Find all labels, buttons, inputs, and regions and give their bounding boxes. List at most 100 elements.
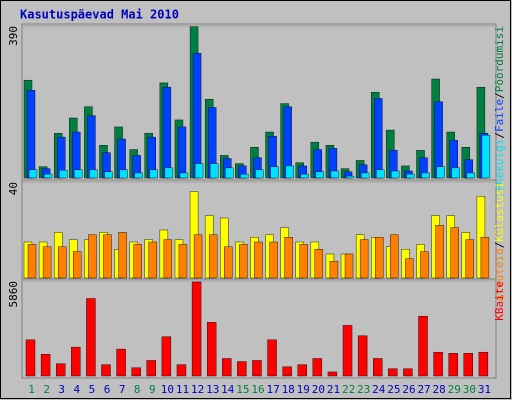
bar bbox=[359, 239, 369, 279]
bar bbox=[436, 166, 445, 179]
bar bbox=[57, 246, 67, 279]
bar bbox=[134, 172, 143, 179]
x-tick-label: 30 bbox=[463, 383, 476, 396]
bar bbox=[209, 163, 219, 179]
x-tick-label: 9 bbox=[149, 383, 156, 396]
bar bbox=[25, 339, 36, 377]
x-tick-label: 4 bbox=[74, 383, 81, 396]
bar bbox=[374, 98, 383, 179]
bar bbox=[478, 351, 489, 377]
bar bbox=[116, 348, 126, 377]
bar bbox=[345, 175, 355, 179]
bar bbox=[133, 244, 142, 279]
bar bbox=[327, 371, 338, 377]
x-tick-label: 8 bbox=[134, 383, 141, 396]
bar bbox=[55, 363, 66, 377]
x-tick-label: 14 bbox=[221, 383, 235, 396]
bar bbox=[103, 234, 112, 279]
chart-title: Kasutuspäevad Mai 2010 bbox=[20, 8, 179, 22]
bar bbox=[270, 166, 279, 179]
bar bbox=[282, 366, 292, 377]
bar bbox=[284, 236, 293, 279]
bar bbox=[164, 167, 174, 179]
bar bbox=[58, 170, 68, 179]
bar bbox=[162, 86, 172, 179]
bar bbox=[146, 360, 156, 377]
bar bbox=[131, 367, 141, 377]
bar bbox=[239, 244, 248, 279]
bar bbox=[240, 173, 249, 179]
bar bbox=[28, 169, 38, 179]
x-tick-label: 31 bbox=[478, 383, 491, 396]
x-tick-label: 7 bbox=[119, 383, 126, 396]
bar bbox=[225, 167, 234, 179]
bar bbox=[178, 244, 188, 279]
x-tick-label: 18 bbox=[282, 383, 295, 396]
legend-entry: Külastusi bbox=[493, 182, 506, 242]
bar bbox=[373, 358, 383, 377]
bar bbox=[299, 244, 308, 279]
bar bbox=[405, 258, 414, 279]
bar bbox=[267, 339, 277, 377]
bar bbox=[177, 126, 187, 179]
bar bbox=[252, 360, 262, 377]
bar bbox=[269, 241, 278, 279]
bar bbox=[481, 134, 491, 179]
x-tick-label: 17 bbox=[266, 383, 279, 396]
bar bbox=[206, 322, 217, 377]
x-tick-label: 12 bbox=[191, 383, 204, 396]
x-tick-label: 25 bbox=[387, 383, 400, 396]
legend-separator: / bbox=[493, 92, 506, 99]
bar bbox=[466, 172, 476, 179]
x-tick-label: 13 bbox=[206, 383, 219, 396]
bar bbox=[118, 232, 127, 279]
bar bbox=[179, 172, 189, 179]
x-tick-label: 6 bbox=[104, 383, 111, 396]
bar bbox=[237, 361, 247, 377]
bar bbox=[193, 234, 203, 279]
bar bbox=[433, 351, 443, 377]
bar bbox=[330, 170, 340, 179]
bar bbox=[403, 368, 413, 377]
x-tick-label: 24 bbox=[372, 383, 386, 396]
bar bbox=[450, 227, 459, 279]
bar bbox=[420, 251, 429, 279]
bar bbox=[342, 325, 353, 377]
bar bbox=[119, 169, 128, 179]
bar bbox=[300, 173, 309, 179]
y-tick-label: 390 bbox=[7, 26, 20, 46]
bar bbox=[312, 358, 323, 377]
x-tick-label: 5 bbox=[89, 383, 96, 396]
x-tick-label: 2 bbox=[43, 383, 50, 396]
bar bbox=[451, 167, 460, 179]
bar bbox=[388, 368, 398, 377]
bar bbox=[26, 90, 36, 179]
bar bbox=[43, 173, 53, 179]
bar bbox=[40, 354, 51, 377]
bar bbox=[149, 169, 158, 179]
bar bbox=[390, 234, 399, 279]
bar bbox=[73, 251, 82, 279]
bar bbox=[465, 239, 475, 279]
x-tick-label: 11 bbox=[176, 383, 189, 396]
bar bbox=[360, 172, 370, 179]
bar bbox=[192, 53, 202, 179]
bar bbox=[297, 364, 307, 377]
bar bbox=[222, 358, 232, 377]
bar bbox=[314, 248, 324, 279]
bar bbox=[89, 169, 98, 179]
x-tick-label: 19 bbox=[297, 383, 310, 396]
x-tick-label: 22 bbox=[342, 383, 355, 396]
bar bbox=[344, 253, 354, 279]
bar bbox=[86, 298, 96, 377]
bar bbox=[71, 346, 81, 377]
x-tick-label: 15 bbox=[236, 383, 249, 396]
bar bbox=[224, 246, 233, 279]
bar bbox=[208, 234, 218, 279]
bar bbox=[406, 173, 415, 179]
legend-separator: / bbox=[493, 132, 506, 139]
bar bbox=[435, 224, 444, 279]
bar bbox=[480, 236, 490, 279]
bar bbox=[375, 236, 384, 279]
